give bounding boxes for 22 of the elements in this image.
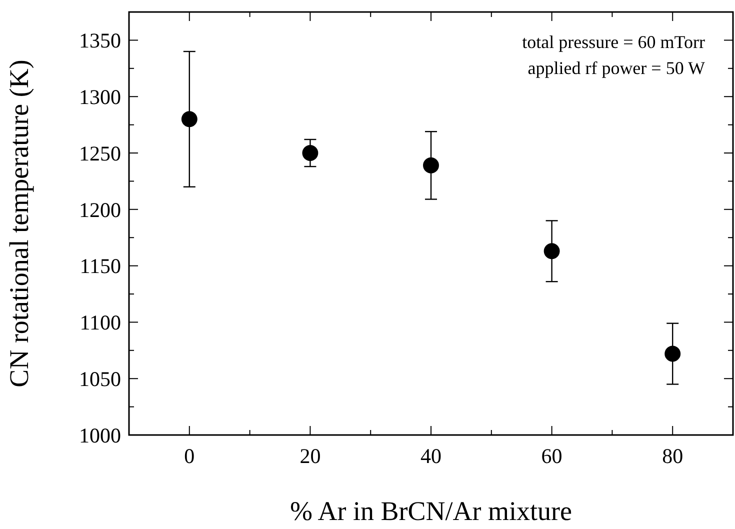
point xyxy=(423,157,439,174)
annotation: applied rf power = 50 W xyxy=(528,58,705,78)
point xyxy=(302,145,318,161)
x-tick-label: 0 xyxy=(184,444,195,468)
y-axis-title: CN rotational temperature (K) xyxy=(4,60,34,388)
point xyxy=(181,111,198,128)
annotation: total pressure = 60 mTorr xyxy=(522,32,705,52)
y-tick-label: 1300 xyxy=(79,84,121,109)
x-axis-title: % Ar in BrCN/Ar mixture xyxy=(290,496,572,526)
y-tick-label: 1050 xyxy=(79,366,121,391)
y-tick-label: 1250 xyxy=(79,141,121,166)
y-tick-label: 1200 xyxy=(79,198,121,222)
point xyxy=(664,346,681,362)
x-tick-label: 20 xyxy=(300,444,321,468)
y-tick-label: 1000 xyxy=(79,423,121,448)
x-tick-label: 80 xyxy=(662,444,684,468)
y-tick-label: 1100 xyxy=(80,310,121,335)
y-tick-label: 1150 xyxy=(80,254,121,278)
x-tick-label: 40 xyxy=(420,444,442,468)
y-tick-label: 1350 xyxy=(79,28,121,53)
point xyxy=(544,243,560,260)
x-tick-label: 60 xyxy=(541,444,562,468)
